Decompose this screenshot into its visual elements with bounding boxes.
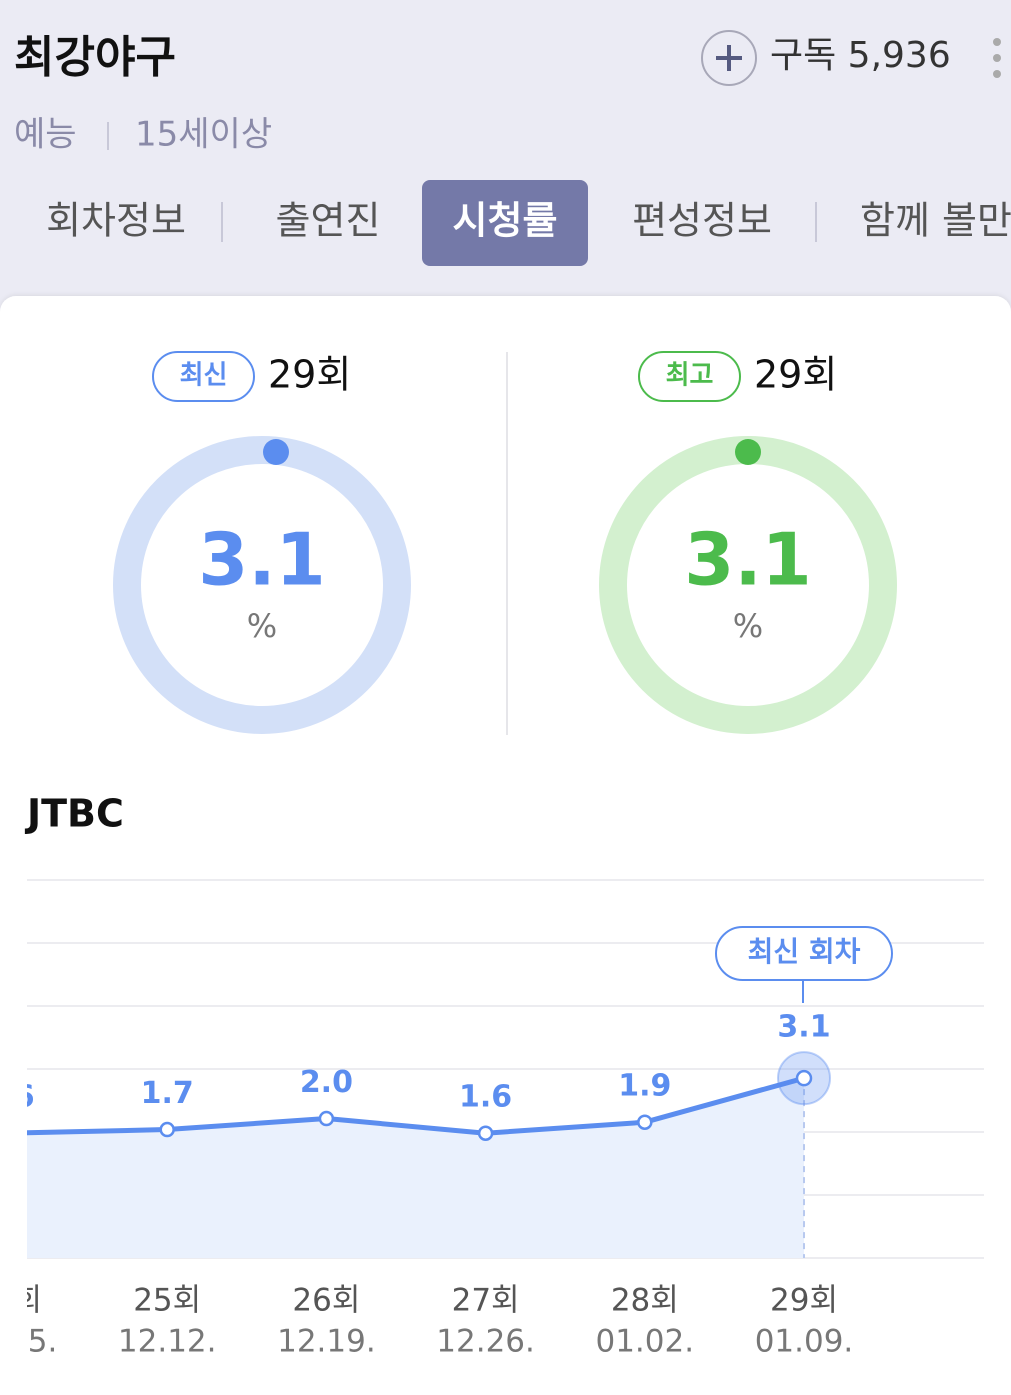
x-date-label: 12.05. <box>0 1324 57 1360</box>
badge <box>638 351 741 402</box>
subscribe-button[interactable] <box>701 30 757 86</box>
show-title: 최강야구 <box>14 32 176 83</box>
rating-unit: % <box>247 607 277 645</box>
badge <box>152 351 255 402</box>
more-menu[interactable] <box>993 38 1001 78</box>
x-labels: 24회 12.05. 25회 12.12. 26회 12.19. 27회 12.26. 28회 0… <box>0 1283 854 1360</box>
x-tick-label: 28회 <box>611 1283 679 1319</box>
point <box>318 1110 335 1127</box>
value-label: 1.9 <box>618 1069 671 1104</box>
x-date-label: 12.26. <box>436 1324 535 1360</box>
point <box>477 1125 494 1141</box>
rating-value: 3.1 <box>684 518 812 602</box>
value-label: 1.6 <box>0 1080 35 1115</box>
x-tick-label: 25회 <box>133 1283 201 1319</box>
area <box>27 1078 804 1258</box>
tab[interactable]: 회차정보 <box>46 199 186 243</box>
x-date-label: 01.09. <box>755 1324 854 1360</box>
ring <box>113 436 411 734</box>
tab-bar: 회차정보 출연진 시청률 편성정보 함께 볼만 <box>46 180 1011 266</box>
genre: 예능 <box>14 115 77 155</box>
tab[interactable]: 출연진 <box>276 199 381 243</box>
episode: 29회 <box>754 353 837 397</box>
rating-value: 3.1 <box>198 518 326 602</box>
x-date-label: 01.02. <box>595 1324 694 1360</box>
tab[interactable]: 편성정보 <box>632 199 772 243</box>
point <box>159 1121 175 1138</box>
annotation-text: 최신 회차 <box>748 935 861 968</box>
x-date-label: 12.19. <box>277 1324 376 1360</box>
x-tick-label: 26회 <box>292 1283 360 1319</box>
tab[interactable]: 시청률 <box>453 199 558 243</box>
subscribe-count: 구독 5,936 <box>770 35 951 76</box>
x-tick-label: 27회 <box>452 1283 520 1319</box>
plus-icon <box>716 45 742 71</box>
ring-dot <box>263 439 289 465</box>
value-label: 1.6 <box>459 1080 512 1115</box>
plot-area: 1.6 1.7 2.0 1.6 1.9 3.1 <box>0 1010 831 1258</box>
age-rating: 15세이상 <box>135 115 272 155</box>
point <box>795 1069 813 1087</box>
x-tick-label: 24회 <box>0 1283 42 1319</box>
badge-text: 최고 <box>666 361 714 391</box>
value-label: 3.1 <box>777 1010 830 1045</box>
line <box>27 1075 805 1136</box>
point <box>637 1114 653 1130</box>
header-bg <box>0 0 1011 320</box>
value-label: 2.0 <box>300 1065 353 1100</box>
badge-text: 최신 <box>180 361 228 391</box>
summary: 최신 29회 3.1% 최고 29회 3.1% <box>113 351 897 734</box>
ring-dot <box>735 439 761 465</box>
tab-active-bg <box>422 180 588 266</box>
value-label: 1.7 <box>141 1076 194 1111</box>
tab[interactable]: 함께 볼만 <box>860 199 1011 243</box>
x-date-label: 12.12. <box>118 1324 217 1360</box>
x-tick-label: 29회 <box>770 1283 838 1319</box>
episode: 29회 <box>268 353 351 397</box>
chart: JTBC 1.6 1.7 2.0 1.6 1.9 3.1 24회 12.05. 25회 12.12.… <box>0 792 984 1360</box>
chart-title: JTBC <box>24 792 124 836</box>
annotation-box <box>715 926 893 981</box>
rating-unit: % <box>733 607 763 645</box>
